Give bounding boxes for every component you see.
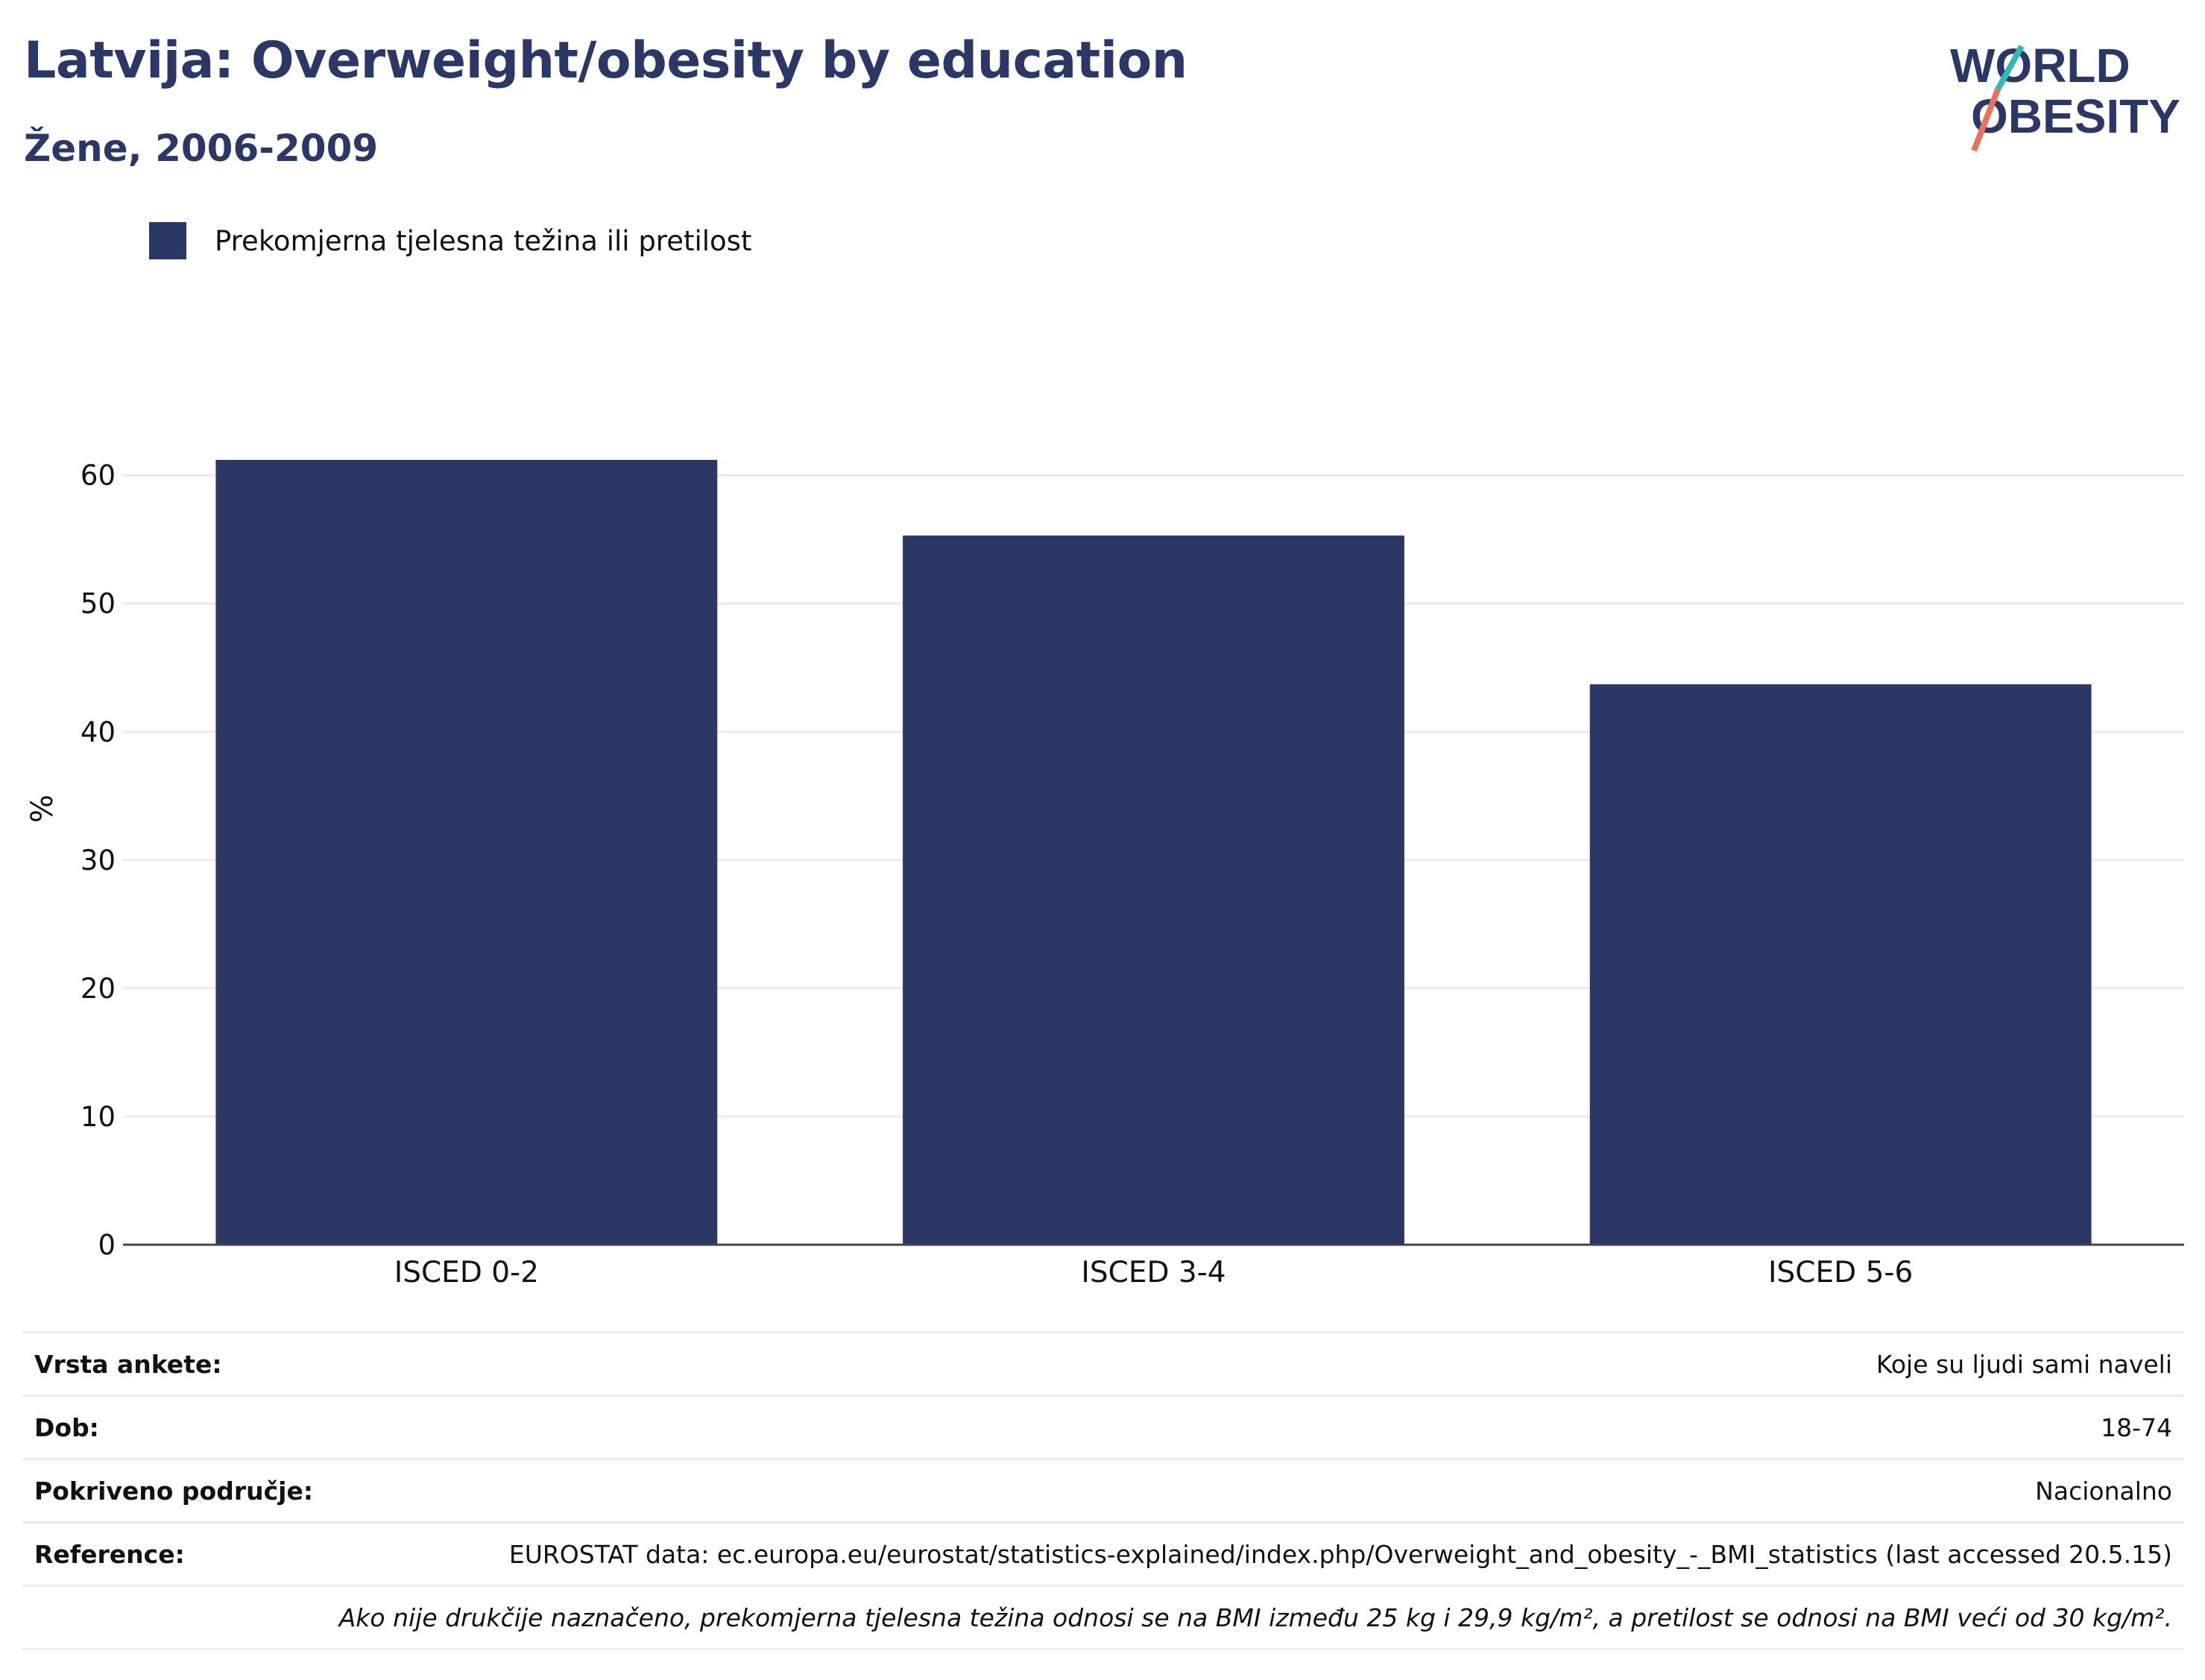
coverage-value: Nacionalno [2035, 1476, 2172, 1506]
y-tick-label: 60 [81, 460, 116, 492]
bar [903, 535, 1404, 1245]
age-label: Dob: [34, 1412, 99, 1442]
y-tick-label: 30 [81, 844, 116, 877]
logo-line1: WORLD [1950, 39, 2130, 92]
info-row-age: Dob: 18-74 [22, 1395, 2184, 1458]
logo-line2: OBESITY [1971, 89, 2180, 143]
bar [1589, 684, 2092, 1245]
logo-slash-teal [1995, 45, 2025, 91]
logo-slash-coral [1971, 88, 2001, 152]
info-table: Vrsta ankete: Koje su ljudi sami naveli … [22, 1331, 2184, 1650]
y-axis-label: % [25, 795, 60, 823]
bar-chart: 0 10 20 30 40 50 60 ISCED 0-2 ISCED 3-4 ISCED 5-6… [25, 460, 2184, 1289]
y-tick-label: 10 [81, 1101, 116, 1133]
legend-swatch [149, 222, 186, 259]
y-tick-label: 50 [81, 588, 116, 620]
bar [215, 460, 718, 1245]
x-tick-label: ISCED 5-6 [1768, 1256, 1913, 1289]
page-title: Latvija: Overweight/obesity by education [24, 31, 1187, 90]
x-tick-label: ISCED 0-2 [394, 1256, 539, 1289]
definition-note: Ako nije drukčije naznačeno, prekomjerna… [338, 1602, 2172, 1632]
survey-type-value: Koje su ljudi sami naveli [1876, 1349, 2172, 1379]
info-row-reference: Reference: EUROSTAT data: ec.europa.eu/e… [22, 1521, 2184, 1585]
page-subtitle: Žene, 2006-2009 [24, 127, 379, 170]
info-row-survey-type: Vrsta ankete: Koje su ljudi sami naveli [22, 1331, 2184, 1395]
y-tick-label: 0 [98, 1229, 116, 1261]
legend-label: Prekomjerna tjelesna težina ili pretilos… [215, 224, 752, 257]
chart-legend: Prekomjerna tjelesna težina ili pretilos… [149, 222, 751, 259]
survey-type-label: Vrsta ankete: [34, 1349, 222, 1379]
x-tick-label: ISCED 3-4 [1081, 1256, 1225, 1289]
info-row-coverage: Pokriveno područje: Nacionalno [22, 1458, 2184, 1521]
info-row-note: Ako nije drukčije naznačeno, prekomjerna… [22, 1585, 2184, 1650]
y-tick-label: 40 [81, 716, 116, 748]
age-value: 18-74 [2101, 1412, 2172, 1442]
world-obesity-logo: WORLD OBESITY [1950, 39, 2180, 152]
y-tick-label: 20 [81, 973, 116, 1005]
coverage-label: Pokriveno područje: [34, 1476, 314, 1506]
reference-label: Reference: [34, 1539, 185, 1569]
reference-value: EUROSTAT data: ec.europa.eu/eurostat/sta… [508, 1539, 2172, 1569]
